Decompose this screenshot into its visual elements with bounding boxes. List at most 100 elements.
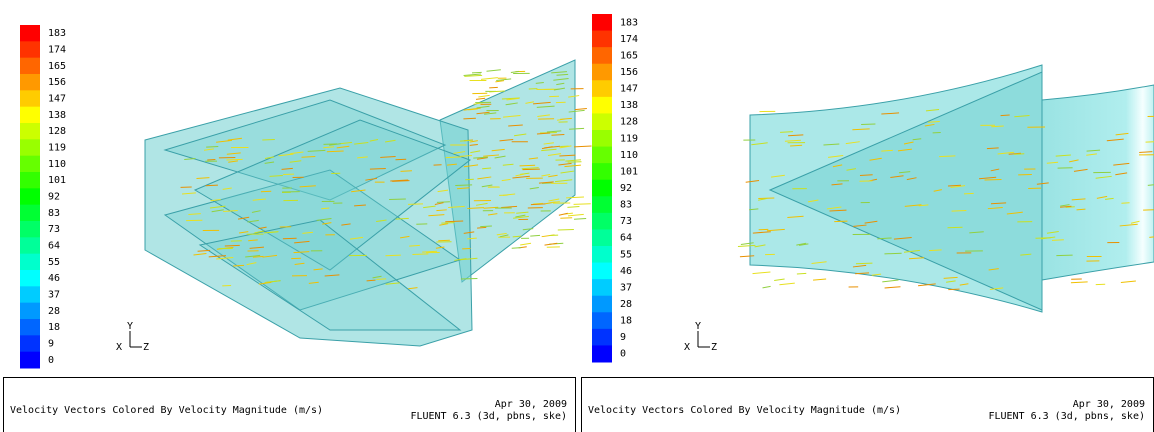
vector [988,268,999,271]
vector [269,175,283,177]
vector [439,223,449,226]
vector [897,148,912,152]
vector [855,272,870,275]
colorbar-swatch [20,139,40,157]
vector [408,287,418,290]
colorbar-label: 46 [620,266,632,277]
vector [758,197,768,201]
colorbar-swatch [592,80,612,98]
vector [412,253,429,256]
vector [480,225,492,228]
vector [496,232,507,236]
vector [395,217,409,220]
colorbar-swatch [592,96,612,114]
left-geometry [144,59,576,347]
vector [1069,159,1079,163]
vector [541,174,551,177]
vector [437,189,449,193]
vector [978,176,997,180]
colorbar-swatch [20,286,40,304]
vector [574,107,587,111]
vector [237,216,250,220]
colorbar-swatch [592,328,612,346]
colorbar-swatch [592,14,612,32]
vector [567,205,580,208]
colorbar-label: 0 [48,355,54,366]
vector [448,205,465,208]
vector [475,202,488,206]
vector [481,184,493,188]
vector [548,174,558,178]
vector [537,114,550,117]
vector [494,155,506,159]
vector [470,150,481,154]
vector [799,243,809,246]
vector [560,170,575,174]
colorbar-label: 0 [620,349,626,360]
colorbar-label: 46 [48,273,60,284]
footer-box [3,377,576,432]
vector [882,279,899,283]
colorbar-label: 92 [48,192,60,203]
vector [573,218,587,220]
vector [262,138,275,141]
vector [553,78,569,81]
colorbar-label: 174 [620,34,638,45]
vector [752,231,771,234]
colorbar-swatch [20,335,40,353]
vector [947,184,961,187]
colorbar-label: 183 [48,28,66,39]
vector [324,274,340,277]
vector [515,173,525,177]
vector [1055,154,1071,157]
vector [329,143,342,146]
vector [543,142,554,145]
caption: Velocity Vectors Colored By Velocity Mag… [10,405,323,416]
vector [779,282,795,286]
vector [521,167,539,170]
vector [508,124,523,127]
vector [248,239,258,242]
vector [477,176,492,180]
vector [453,151,466,154]
vector [316,218,332,221]
colorbar-swatch [20,155,40,173]
vector [206,146,219,148]
vector [1036,182,1049,185]
vector [249,246,264,249]
vector [354,204,366,207]
vector [467,207,485,209]
colorbar-swatch [592,246,612,264]
vector [369,139,379,142]
vector [987,206,1003,210]
vector [463,117,476,120]
vector [399,235,410,239]
colorbar-label: 110 [620,150,638,161]
vector [469,144,478,146]
vector [409,244,420,247]
vector [1130,220,1140,224]
vector [188,213,201,216]
vector [210,199,221,202]
axis-label: Z [711,342,717,353]
colorbar-label: 37 [620,282,632,293]
vector [486,69,501,72]
vector [790,144,803,147]
vector [766,228,785,232]
vector [989,287,1004,291]
vector [501,178,511,182]
vector [205,184,218,187]
vector [859,174,873,176]
vector [951,209,967,212]
vector [997,151,1015,155]
vector [1106,138,1124,142]
vector [1086,149,1101,152]
vector [290,151,304,155]
colorbar-swatch [20,351,40,369]
vector [460,257,478,261]
colorbar-swatch [20,319,40,336]
vector [308,281,319,284]
vector [1008,152,1021,155]
vector [522,168,540,171]
colorbar-label: 165 [620,50,638,61]
